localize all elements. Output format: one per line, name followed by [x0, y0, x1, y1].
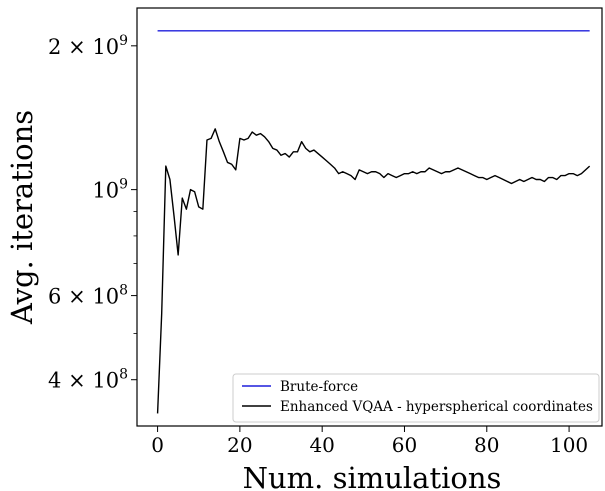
x-tick-label: 100 — [550, 433, 588, 457]
x-axis-label: Num. simulations — [243, 461, 502, 491]
plot-area — [137, 8, 602, 426]
x-tick-label: 60 — [392, 433, 417, 457]
x-tick-label: 20 — [227, 433, 252, 457]
plot-frame — [136, 7, 603, 427]
y-tick-label: 6 × 108 — [48, 283, 128, 309]
y-axis-ticks: 4 × 108 6 × 108 109 2 × 109 — [48, 33, 137, 393]
x-tick-label: 40 — [309, 433, 334, 457]
legend-label-brute-force: Brute-force — [280, 379, 358, 395]
series-layer — [156, 30, 591, 414]
y-axis-label: Avg. iterations — [5, 110, 39, 325]
series-line-enhanced-vqaa — [156, 128, 591, 414]
y-tick-label: 4 × 108 — [48, 367, 128, 393]
y-tick-label: 109 — [92, 177, 128, 203]
x-tick-label: 80 — [474, 433, 499, 457]
legend-box — [232, 373, 600, 423]
legend: Brute-force Enhanced VQAA - hyperspheric… — [232, 373, 600, 423]
legend-label-enhanced-vqaa: Enhanced VQAA - hyperspherical coordinat… — [280, 399, 593, 415]
x-tick-label: 0 — [151, 433, 164, 457]
x-axis-ticks: 0 20 40 60 80 100 — [151, 426, 588, 457]
y-tick-label: 2 × 109 — [48, 33, 128, 59]
